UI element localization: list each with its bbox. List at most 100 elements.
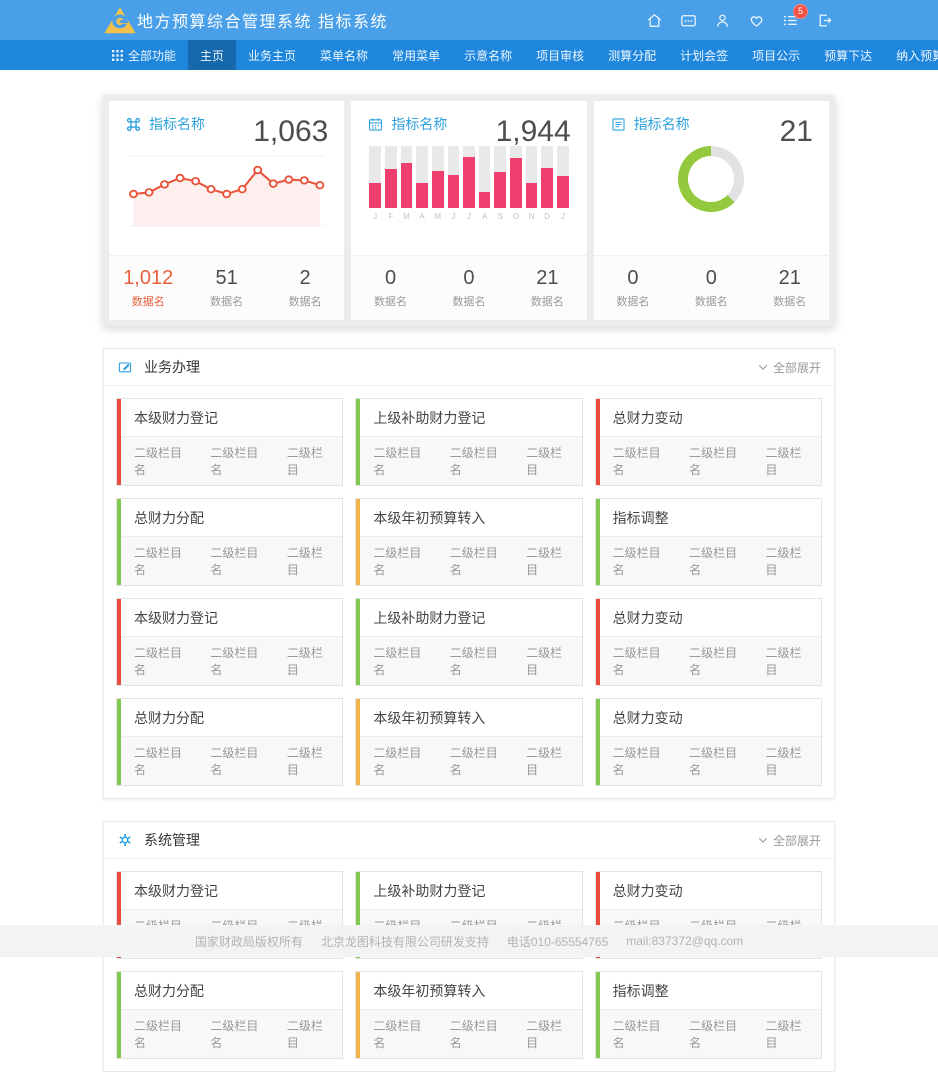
nav-item-1[interactable]: 主页 <box>188 40 237 70</box>
nav-item-6[interactable]: 项目审核 <box>524 40 596 70</box>
home-icon[interactable] <box>644 10 665 31</box>
business-card-title[interactable]: 总财力分配 <box>134 710 204 726</box>
business-card-sublink[interactable]: 二级栏目 <box>526 646 563 677</box>
business-card-sublink[interactable]: 二级栏目名 <box>210 446 259 477</box>
business-card-sublink[interactable]: 二级栏目 <box>286 1019 323 1050</box>
business-card-sublink[interactable]: 二级栏目名 <box>449 646 498 677</box>
business-card-title[interactable]: 本级年初预算转入 <box>373 510 486 526</box>
business-card: 总财力变动二级栏目名二级栏目名二级栏目 <box>594 698 822 786</box>
business-card-sublink[interactable]: 二级栏目名 <box>689 646 738 677</box>
stat-card: 指标名称 1,944 J F M A M J J A S O N D J 0 数据名 0 数据名 21 数据名 <box>351 101 587 320</box>
nav-item-label: 项目审核 <box>536 48 585 63</box>
business-card-title[interactable]: 总财力变动 <box>612 610 683 626</box>
business-card-sublink[interactable]: 二级栏目 <box>765 646 802 677</box>
business-card-sublink[interactable]: 二级栏目 <box>526 746 563 777</box>
stat-label: 数据名 <box>616 296 650 308</box>
business-card-sublink[interactable]: 二级栏目名 <box>210 646 259 677</box>
business-card-title[interactable]: 总财力分配 <box>134 510 204 526</box>
bar-track <box>431 146 444 208</box>
nav-item-8[interactable]: 计划会签 <box>668 40 740 70</box>
business-card-sublink[interactable]: 二级栏目 <box>765 746 802 777</box>
business-card-title[interactable]: 指标调整 <box>612 510 669 526</box>
stat-number: 2 <box>299 267 311 289</box>
business-card-sublink[interactable]: 二级栏目 <box>765 446 802 477</box>
business-card-sublink[interactable]: 二级栏目名 <box>612 1019 661 1050</box>
business-card-title[interactable]: 本级财力登记 <box>134 410 218 426</box>
nav-item-11[interactable]: 纳入预算 <box>884 40 938 70</box>
nav-item-5[interactable]: 示意名称 <box>452 40 524 70</box>
business-card-sublink[interactable]: 二级栏目 <box>286 546 323 577</box>
business-card-sublink[interactable]: 二级栏目 <box>286 446 323 477</box>
business-card-sublink[interactable]: 二级栏目 <box>286 746 323 777</box>
business-card-sublink[interactable]: 二级栏目名 <box>134 646 183 677</box>
business-card-title[interactable]: 上级补助财力登记 <box>373 883 486 899</box>
business-card-title[interactable]: 总财力变动 <box>612 883 683 899</box>
logout-icon[interactable] <box>814 10 835 31</box>
business-card-sublink[interactable]: 二级栏目 <box>526 1019 563 1050</box>
business-card-sublink[interactable]: 二级栏目名 <box>612 546 661 577</box>
business-card-title[interactable]: 本级年初预算转入 <box>373 983 486 999</box>
user-icon[interactable] <box>712 10 733 31</box>
expand-all-toggle[interactable]: 全部展开 <box>758 359 821 376</box>
business-card-sublink[interactable]: 二级栏目 <box>765 1019 802 1050</box>
business-card-sublink[interactable]: 二级栏目名 <box>134 1019 183 1050</box>
business-card-sublink[interactable]: 二级栏目名 <box>449 446 498 477</box>
business-card-sublink[interactable]: 二级栏目名 <box>373 1019 422 1050</box>
bar-label: S <box>497 212 503 221</box>
business-card-sublink[interactable]: 二级栏目名 <box>689 446 738 477</box>
business-card-sublink[interactable]: 二级栏目名 <box>210 746 259 777</box>
business-card-sublink[interactable]: 二级栏目名 <box>373 446 422 477</box>
business-card-title[interactable]: 本级年初预算转入 <box>373 710 486 726</box>
stat-card-panel: 指标名称 1,063 1,012 数据名 51 数据名 2 数据名 指标名称 1,944 J F M A M… <box>103 95 835 326</box>
business-card-links: 二级栏目名二级栏目名二级栏目 <box>595 536 821 585</box>
nav-item-4[interactable]: 常用菜单 <box>380 40 452 70</box>
business-card-sublink[interactable]: 二级栏目名 <box>689 746 738 777</box>
business-card-sublink[interactable]: 二级栏目名 <box>689 1019 738 1050</box>
business-card-sublink[interactable]: 二级栏目 <box>526 546 563 577</box>
business-card-sublink[interactable]: 二级栏目名 <box>689 546 738 577</box>
nav-item-9[interactable]: 项目公示 <box>740 40 812 70</box>
business-card-sublink[interactable]: 二级栏目 <box>765 546 802 577</box>
business-card-title[interactable]: 本级财力登记 <box>134 610 218 626</box>
bar-fill <box>369 183 381 208</box>
business-card-title[interactable]: 上级补助财力登记 <box>373 410 486 426</box>
bar-column: J <box>369 146 381 221</box>
nav-item-label: 预算下达 <box>824 48 873 63</box>
business-card-sublink[interactable]: 二级栏目名 <box>210 1019 259 1050</box>
message-icon[interactable] <box>678 10 699 31</box>
nav-item-0[interactable]: 全部功能 <box>100 40 188 70</box>
business-card-title[interactable]: 指标调整 <box>612 983 669 999</box>
business-card-sublink[interactable]: 二级栏目名 <box>449 1019 498 1050</box>
business-card-sublink[interactable]: 二级栏目名 <box>134 746 183 777</box>
business-card-sublink[interactable]: 二级栏目名 <box>210 546 259 577</box>
business-card-sublink[interactable]: 二级栏目名 <box>134 446 183 477</box>
business-card-sublink[interactable]: 二级栏目 <box>286 646 323 677</box>
business-card-title[interactable]: 上级补助财力登记 <box>373 610 486 626</box>
expand-all-toggle[interactable]: 全部展开 <box>758 832 821 849</box>
nav-item-10[interactable]: 预算下达 <box>812 40 884 70</box>
stat-card-value: 1,944 <box>495 115 571 148</box>
business-card-title[interactable]: 本级财力登记 <box>134 883 218 899</box>
business-card-links: 二级栏目名二级栏目名二级栏目 <box>595 736 821 785</box>
business-card-sublink[interactable]: 二级栏目名 <box>449 546 498 577</box>
doc-list-icon <box>610 116 627 133</box>
notifications-list-icon[interactable]: 5 <box>780 3 808 31</box>
stat-card-stats: 0 数据名 0 数据名 21 数据名 <box>351 255 587 320</box>
business-card-title[interactable]: 总财力变动 <box>612 410 683 426</box>
nav-item-7[interactable]: 测算分配 <box>596 40 668 70</box>
nav-item-3[interactable]: 菜单名称 <box>308 40 380 70</box>
business-card-sublink[interactable]: 二级栏目名 <box>373 546 422 577</box>
business-card-sublink[interactable]: 二级栏目名 <box>134 546 183 577</box>
stat-card-title: 指标名称 <box>391 116 448 132</box>
nav-item-2[interactable]: 业务主页 <box>236 40 308 70</box>
business-card-sublink[interactable]: 二级栏目名 <box>449 746 498 777</box>
business-card-title[interactable]: 总财力分配 <box>134 983 204 999</box>
business-card-title[interactable]: 总财力变动 <box>612 710 683 726</box>
business-card-sublink[interactable]: 二级栏目名 <box>612 746 661 777</box>
business-card-sublink[interactable]: 二级栏目名 <box>612 646 661 677</box>
business-card-sublink[interactable]: 二级栏目 <box>526 446 563 477</box>
business-card-sublink[interactable]: 二级栏目名 <box>373 646 422 677</box>
business-card-sublink[interactable]: 二级栏目名 <box>612 446 661 477</box>
heart-icon[interactable] <box>746 10 767 31</box>
business-card-sublink[interactable]: 二级栏目名 <box>373 746 422 777</box>
